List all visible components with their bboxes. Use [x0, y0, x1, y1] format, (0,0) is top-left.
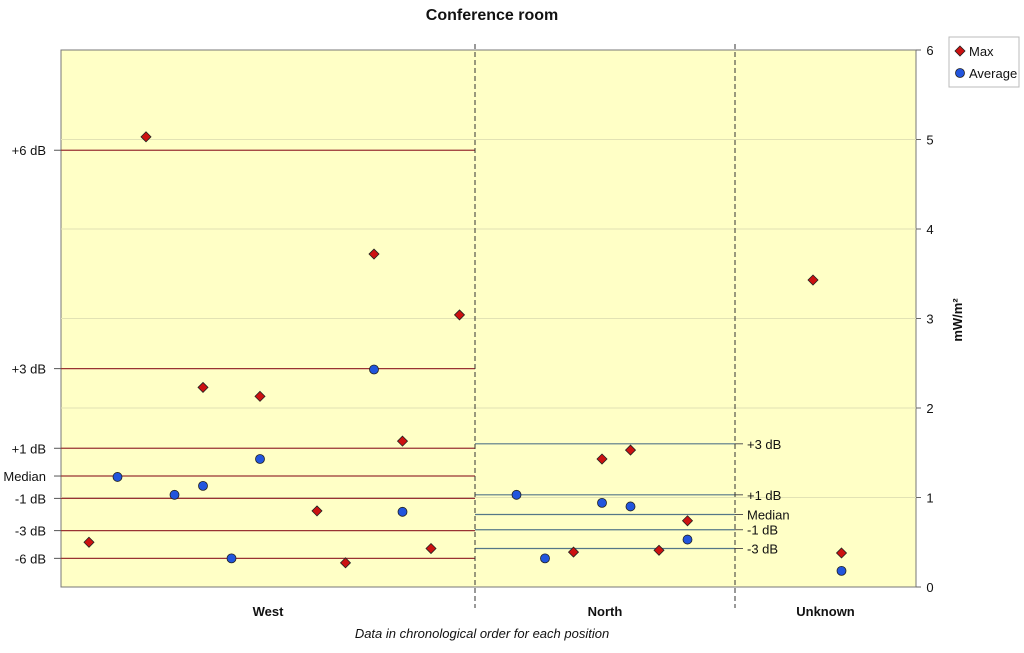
y-axis-label: mW/m² — [950, 298, 965, 342]
y-tick-label: 5 — [926, 133, 933, 148]
average-point — [169, 489, 180, 500]
max-point — [83, 536, 95, 548]
y-tick-label: 3 — [926, 312, 933, 327]
max-point — [254, 390, 266, 402]
reference-label: -1 dB — [15, 491, 46, 506]
y-tick-label: 1 — [926, 491, 933, 506]
reference-label: +1 dB — [12, 441, 46, 456]
max-point — [396, 435, 409, 447]
legend-label: Max — [969, 44, 994, 59]
legend: Max Average — [948, 36, 1020, 88]
max-legend-marker — [954, 45, 966, 57]
reference-label: -3 dB — [15, 524, 46, 539]
average-point — [597, 497, 607, 508]
max-point — [453, 309, 466, 321]
reference-label: Median — [3, 469, 46, 484]
y-tick-label: 4 — [926, 222, 933, 237]
average-point — [511, 489, 522, 500]
average-point — [112, 472, 123, 482]
y-tick-label: 6 — [926, 43, 933, 58]
reference-label: +1 dB — [747, 488, 781, 503]
chart-title: Conference room — [426, 7, 558, 24]
reference-label: +3 dB — [747, 437, 781, 452]
max-point — [624, 444, 637, 456]
average-point — [836, 565, 847, 576]
reference-label: -3 dB — [747, 542, 778, 557]
max-point — [681, 515, 694, 527]
average-point — [540, 553, 550, 564]
x-axis-label: Data in chronological order for each pos… — [355, 626, 609, 641]
max-point — [368, 248, 380, 260]
y-tick-label: 0 — [926, 580, 933, 595]
average-point — [226, 553, 237, 564]
average-point — [369, 364, 379, 375]
average-point — [682, 534, 693, 545]
max-point — [596, 453, 608, 465]
reference-label: Median — [747, 508, 790, 523]
average-point — [397, 506, 408, 517]
max-point — [197, 381, 209, 393]
category-label: West — [253, 604, 284, 619]
max-point — [140, 131, 152, 143]
average-legend-marker — [955, 68, 965, 78]
max-point — [567, 546, 580, 558]
reference-label: -6 dB — [15, 551, 46, 566]
max-point — [311, 505, 323, 517]
legend-label: Average — [969, 66, 1017, 81]
average-point — [255, 454, 265, 464]
average-point — [625, 501, 636, 512]
max-point — [835, 547, 848, 559]
max-point — [339, 557, 352, 569]
reference-label: -1 dB — [747, 523, 778, 538]
category-label: Unknown — [796, 604, 855, 619]
average-point — [198, 480, 208, 491]
max-point — [807, 274, 819, 286]
y-tick-label: 2 — [926, 401, 933, 416]
max-point — [653, 544, 665, 556]
reference-label: +6 dB — [12, 143, 46, 158]
category-label: North — [588, 604, 623, 619]
max-point — [425, 542, 437, 555]
reference-label: +3 dB — [12, 362, 46, 377]
